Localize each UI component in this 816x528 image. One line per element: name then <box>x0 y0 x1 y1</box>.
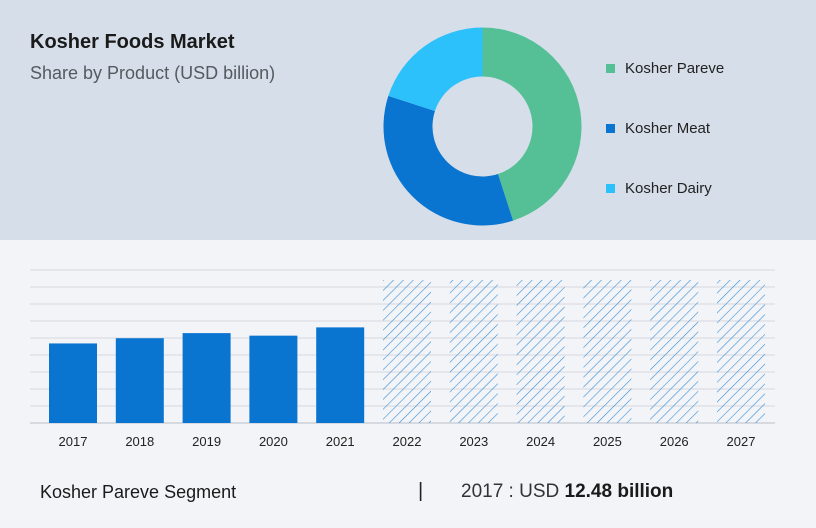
x-tick-2020: 2020 <box>259 434 288 449</box>
x-tick-2021: 2021 <box>326 434 355 449</box>
bar-2020 <box>249 335 298 423</box>
bar-2021 <box>316 327 365 423</box>
bar-marks <box>49 280 765 423</box>
forecast-bar-2023 <box>449 280 498 423</box>
legend-label: Kosher Dairy <box>625 180 712 197</box>
x-tick-2023: 2023 <box>459 434 488 449</box>
footer-separator: | <box>418 480 424 502</box>
bar-2017 <box>49 343 97 423</box>
x-tick-2018: 2018 <box>125 434 154 449</box>
legend-item-kosher-dairy: Kosher Dairy <box>606 180 786 200</box>
legend-swatch <box>606 184 615 193</box>
donut-slice-kosher-meat <box>383 95 514 226</box>
forecast-bar-2022 <box>383 280 431 423</box>
x-tick-2025: 2025 <box>593 434 622 449</box>
segment-value: 2017 : USD 12.48 billion <box>461 481 673 503</box>
segment-value-amount: 12.48 billion <box>564 481 674 502</box>
donut-slice-kosher-pareve <box>482 27 582 221</box>
donut-chart <box>383 27 582 226</box>
x-tick-2027: 2027 <box>727 434 756 449</box>
x-tick-2024: 2024 <box>526 434 555 449</box>
x-tick-2022: 2022 <box>393 434 422 449</box>
forecast-bar-2024 <box>516 280 565 423</box>
legend-swatch <box>606 124 615 133</box>
forecast-bar-2027 <box>717 280 765 423</box>
legend-label: Kosher Meat <box>625 120 711 137</box>
legend-label: Kosher Pareve <box>625 60 725 77</box>
donut-slice-kosher-dairy <box>388 27 483 112</box>
header-panel: Kosher Foods Market Share by Product (US… <box>0 0 816 240</box>
chart-title: Kosher Foods Market <box>30 31 235 53</box>
bar-chart: 2017 2018 2019 2020 2021 2022 2023 2024 2025 2026… <box>30 269 775 449</box>
x-tick-2026: 2026 <box>660 434 689 449</box>
chart-subtitle: Share by Product (USD billion) <box>30 63 276 83</box>
segment-value-prefix: 2017 : USD <box>461 481 560 502</box>
x-tick-2017: 2017 <box>59 434 88 449</box>
x-tick-labels: 2017 2018 2019 2020 2021 2022 2023 2024 2025 2026… <box>59 434 756 449</box>
bar-2018 <box>115 338 164 423</box>
bar-2019 <box>182 333 231 423</box>
legend-item-kosher-pareve: Kosher Pareve <box>606 60 786 80</box>
legend-swatch <box>606 64 615 73</box>
x-tick-2019: 2019 <box>192 434 221 449</box>
segment-label: Kosher Pareve Segment <box>40 482 237 502</box>
forecast-bar-2026 <box>650 280 699 423</box>
forecast-bar-2025 <box>583 280 632 423</box>
legend-item-kosher-meat: Kosher Meat <box>606 120 786 140</box>
